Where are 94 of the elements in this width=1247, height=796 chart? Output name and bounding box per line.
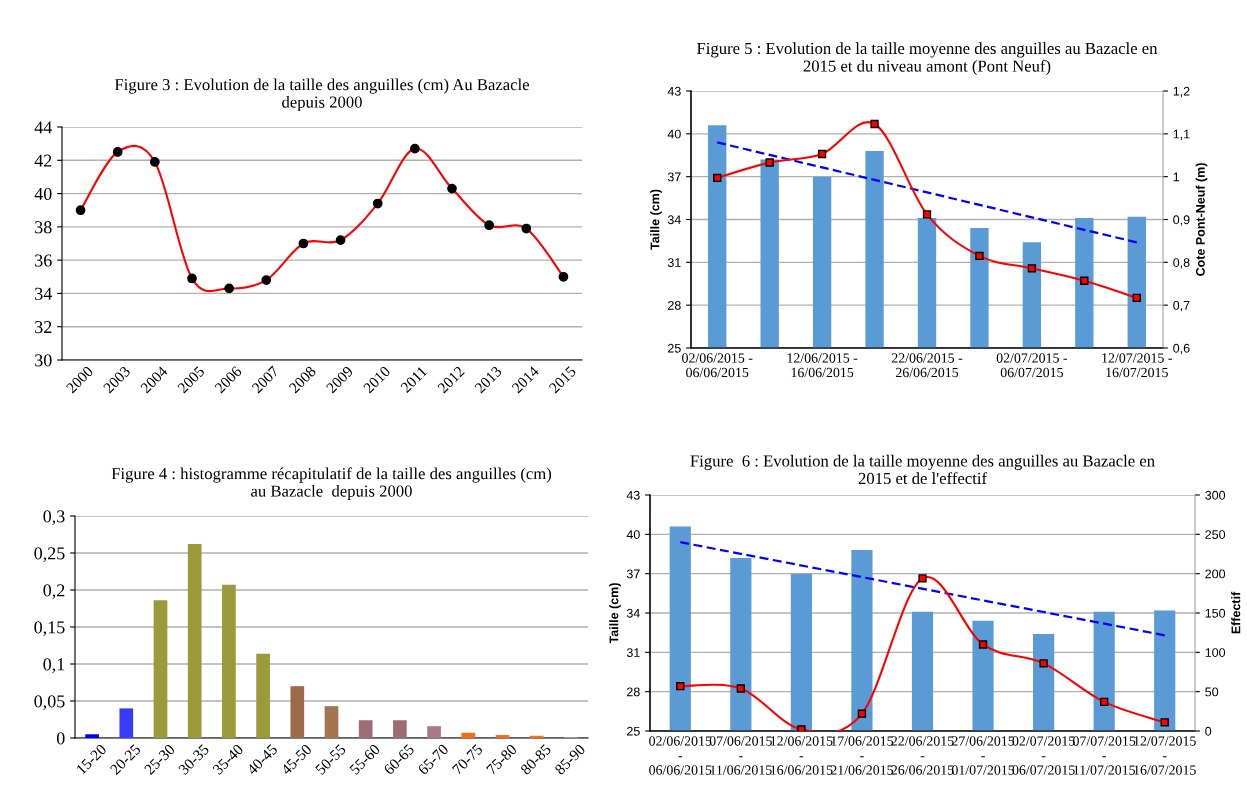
y-tick-label: 0,05 [34,695,65,711]
bar [495,735,510,738]
y2-tick-label: 300 [1205,490,1226,500]
y2-tick-label: 1,1 [1173,129,1190,140]
y-tick-label: 34 [626,608,640,618]
y-tick-label: 0,2 [43,584,65,600]
bar [529,735,544,738]
y2-tick-label: 100 [1205,648,1226,657]
x-tick-label: 22/06/2015 - 26/06/2015 [891,736,954,775]
point [975,251,984,261]
x-tick-label: 22/06/2015 - 26/06/2015 [891,353,963,378]
point [1099,697,1109,707]
y2-axis-title: Effectif [1231,591,1241,634]
point [817,149,827,159]
y-tick-label: 43 [626,490,640,500]
x-tick-label: 17/06/2015 - 21/06/2015 [830,736,894,775]
chart-title: Figure 4 : histogramme récapitulatif de la taille des anguilles (cm) au Bazacle depuis 2000 [111,467,552,501]
y-tick-label: 34 [35,287,52,300]
y-tick-label: 36 [35,254,52,267]
y2-tick-label: 1 [1173,172,1180,182]
bar [427,726,441,738]
x-tick-label: 02/07/2015 - 06/07/2015 [1012,736,1075,775]
bar [153,600,168,738]
chart-title: Figure 3 : Evolution de la taille des anguilles (cm) Au Bazacle depuis 2000 [114,78,529,112]
y-tick-label: 28 [668,300,681,310]
x-tick-label: 12/07/2015 - 16/07/2015 [1102,353,1172,378]
y2-axis-title: Cote Pont-Neuf (m) [1195,163,1208,276]
y-tick-label: 28 [627,687,640,697]
bar [358,720,373,738]
y-tick-label: 0 [56,732,65,745]
bar [119,708,134,738]
point [1160,718,1169,727]
point [1039,659,1048,668]
y-tick-label: 37 [626,569,640,579]
bar [187,544,202,738]
bar [324,706,339,738]
y-axis-title: Taille (cm) [650,189,662,250]
y-axis-title: Taille (cm) [609,583,621,644]
y-tick-label: 32 [35,321,52,334]
point [676,681,685,691]
y2-tick-label: 50 [1205,687,1219,697]
y-tick-label: 40 [626,530,640,539]
x-tick-label: 02/07/2015 - 06/07/2015 [996,353,1068,378]
y-tick-label: 34 [667,215,681,225]
y2-tick-label: 0,7 [1173,300,1190,312]
point [713,173,722,183]
y2-tick-label: 0,8 [1173,258,1190,269]
point [857,709,867,718]
y-tick-label: 40 [667,129,681,139]
x-tick-label: 07/07/2015 - 11/07/2015 [1073,736,1136,775]
bar [85,734,99,738]
bar [461,732,476,738]
y-tick-label: 25 [627,726,640,736]
point [1027,264,1037,273]
y2-tick-label: 0,6 [1173,343,1190,355]
bar [393,720,407,738]
bar [290,686,305,738]
point [736,684,746,693]
y-tick-label: 43 [667,86,681,96]
y-tick-label: 31 [626,648,640,657]
y2-tick-label: 1,2 [1173,86,1190,98]
y-tick-label: 25 [668,343,681,353]
point [1080,276,1089,285]
chart-title: Figure 6 : Evolution de la taille moyenne des anguilles au Bazacle en 2015 et de l'effectif [690,454,1155,485]
y-tick-label: 40 [34,187,52,201]
point [765,158,774,167]
y-tick-label: 44 [34,121,52,134]
y-tick-label: 30 [35,354,52,367]
y-tick-label: 0,25 [34,547,65,563]
y2-tick-label: 150 [1205,608,1226,618]
y-tick-label: 0,15 [34,621,65,637]
x-tick-label: 12/06/2015 - 16/06/2015 [770,736,833,775]
y2-tick-label: 0 [1205,726,1212,736]
point [870,119,879,129]
x-tick-label: 12/06/2015 - 16/06/2015 [787,353,858,378]
y-tick-label: 37 [667,172,681,182]
y-tick-label: 38 [35,221,52,234]
y2-tick-label: 0,9 [1173,215,1190,226]
point [978,640,988,649]
y-tick-label: 0,1 [43,658,65,674]
point [918,574,927,583]
bar [222,584,236,738]
point [922,210,932,219]
y-tick-label: 31 [667,258,681,267]
x-tick-label: 27/06/2015 - 01/07/2015 [951,736,1015,775]
chart-title: Figure 5 : Evolution de la taille moyenne des anguilles au Bazacle en 2015 et du niveau amont (Pont Neuf) [696,42,1158,76]
x-tick-label: 12/07/2015 - 16/07/2015 [1134,736,1196,775]
y-tick-label: 0,3 [43,510,65,526]
bar [256,653,270,738]
point [1132,293,1141,303]
x-tick-label: 02/06/2015 - 06/06/2015 [682,353,753,378]
y2-tick-label: 200 [1205,569,1226,579]
y2-tick-label: 250 [1205,530,1226,539]
y-tick-label: 42 [34,154,52,167]
